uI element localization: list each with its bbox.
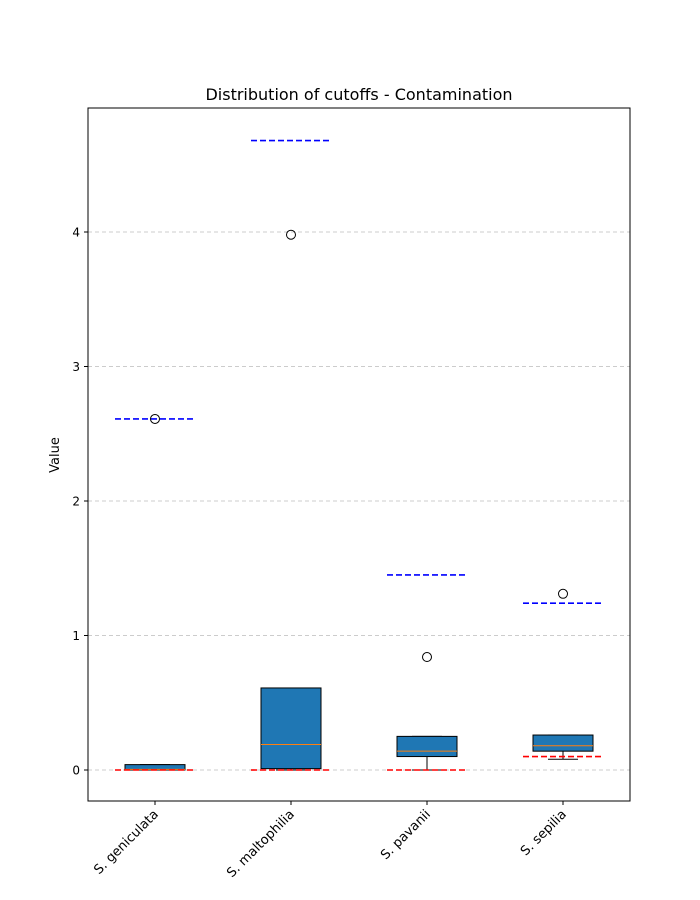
iqr-box <box>532 734 594 752</box>
outlier-point <box>286 229 296 240</box>
box-group <box>251 139 331 771</box>
box-group <box>523 588 603 760</box>
chart-title: Distribution of cutoffs - Contamination <box>205 85 512 104</box>
grid-lines <box>88 231 630 771</box>
y-tick-label: 4 <box>72 226 80 240</box>
plot-area <box>115 139 603 771</box>
outlier-point <box>150 413 160 424</box>
iqr-box <box>396 735 458 758</box>
plot-frame <box>87 107 631 802</box>
iqr-box <box>260 687 322 770</box>
box-group <box>115 413 195 771</box>
y-axis-label: Value <box>48 437 63 473</box>
outlier-point <box>558 588 568 599</box>
y-tick-label: 2 <box>72 495 80 509</box>
y-tick-label: 3 <box>72 360 80 374</box>
y-tick-label: 1 <box>72 629 80 643</box>
y-tick-label: 0 <box>72 764 80 778</box>
outlier-point <box>422 652 432 663</box>
box-group <box>387 574 467 771</box>
y-axis: 0 1 2 3 4 <box>72 226 88 778</box>
